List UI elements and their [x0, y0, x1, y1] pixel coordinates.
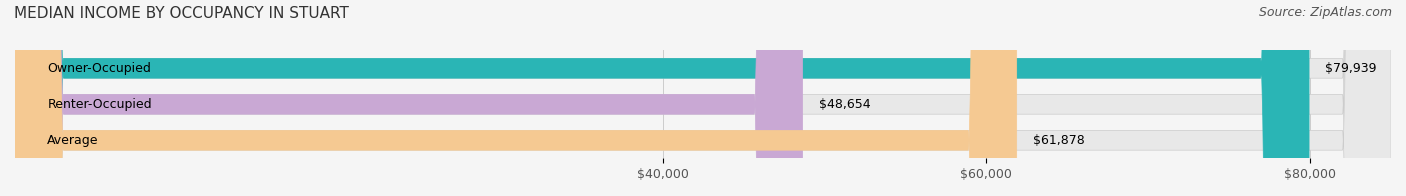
Text: Average: Average	[48, 134, 98, 147]
FancyBboxPatch shape	[15, 0, 1391, 196]
Text: Owner-Occupied: Owner-Occupied	[48, 62, 152, 75]
Text: Source: ZipAtlas.com: Source: ZipAtlas.com	[1258, 6, 1392, 19]
Text: $48,654: $48,654	[818, 98, 870, 111]
FancyBboxPatch shape	[15, 0, 1309, 196]
Text: Renter-Occupied: Renter-Occupied	[48, 98, 152, 111]
FancyBboxPatch shape	[15, 0, 803, 196]
FancyBboxPatch shape	[15, 0, 1017, 196]
Text: $79,939: $79,939	[1326, 62, 1376, 75]
Text: $61,878: $61,878	[1033, 134, 1084, 147]
Text: MEDIAN INCOME BY OCCUPANCY IN STUART: MEDIAN INCOME BY OCCUPANCY IN STUART	[14, 6, 349, 21]
FancyBboxPatch shape	[15, 0, 1391, 196]
FancyBboxPatch shape	[15, 0, 1391, 196]
